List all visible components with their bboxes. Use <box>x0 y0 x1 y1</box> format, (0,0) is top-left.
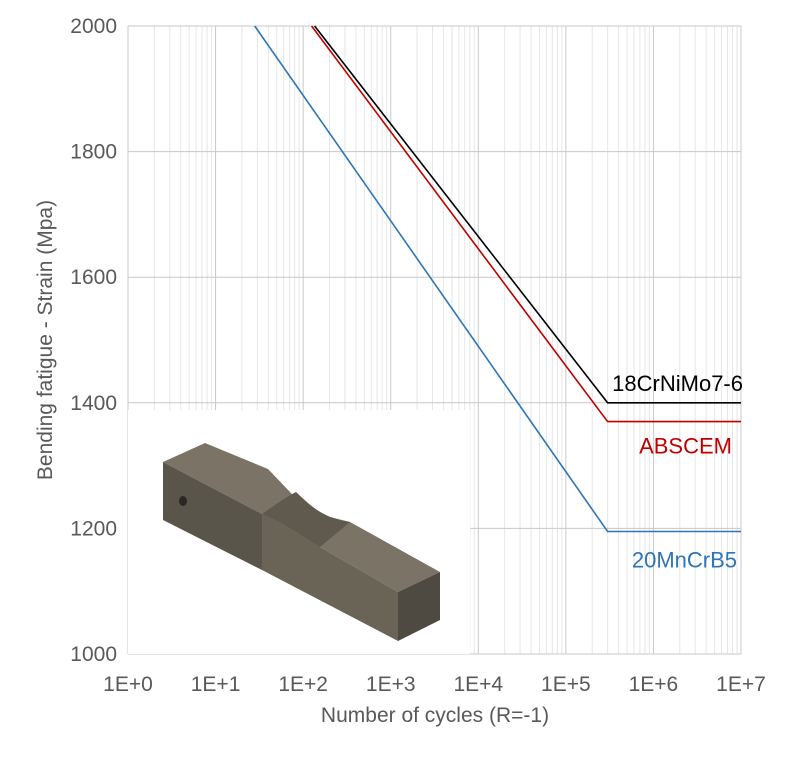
x-tick-label: 1E+5 <box>541 673 591 696</box>
specimen-end-face-left <box>163 462 262 570</box>
series-label: ABSCEM <box>639 434 732 459</box>
specimen-hole <box>179 496 187 506</box>
series-line <box>310 25 741 423</box>
specimen-notch <box>262 492 350 547</box>
x-tick-label: 1E+6 <box>629 673 679 696</box>
x-tick-label: 1E+0 <box>103 673 153 696</box>
y-axis-ticks: 1000 1200 1400 1600 1800 2000 <box>70 15 117 666</box>
x-tick-label: 1E+4 <box>453 673 503 696</box>
x-tick-label: 1E+7 <box>716 673 766 696</box>
x-axis-ticks: 1E+0 1E+1 1E+2 1E+3 1E+4 1E+5 1E+6 1E+7 <box>103 673 766 696</box>
series-line <box>254 25 741 533</box>
y-tick-label: 1600 <box>70 266 117 289</box>
x-axis-title: Number of cycles (R=-1) <box>321 704 549 727</box>
y-tick-label: 2000 <box>70 15 117 38</box>
series-labels: 18CrNiMo7-6 ABSCEM 20MnCrB5 <box>612 371 743 573</box>
series-lines <box>254 25 741 533</box>
specimen-image <box>128 410 470 654</box>
y-tick-label: 1000 <box>70 643 117 666</box>
specimen-end-face-right <box>398 572 440 641</box>
series-line <box>313 25 741 404</box>
x-tick-label: 1E+2 <box>278 673 328 696</box>
series-label: 20MnCrB5 <box>632 548 737 573</box>
y-axis-title: Bending fatigue - Strain (Mpa) <box>34 200 57 480</box>
specimen-front-face <box>262 514 398 641</box>
x-tick-label: 1E+1 <box>191 673 241 696</box>
x-tick-label: 1E+3 <box>366 673 416 696</box>
y-tick-label: 1800 <box>70 141 117 164</box>
y-tick-label: 1200 <box>70 517 117 540</box>
series-label: 18CrNiMo7-6 <box>612 371 743 396</box>
y-tick-label: 1400 <box>70 392 117 415</box>
